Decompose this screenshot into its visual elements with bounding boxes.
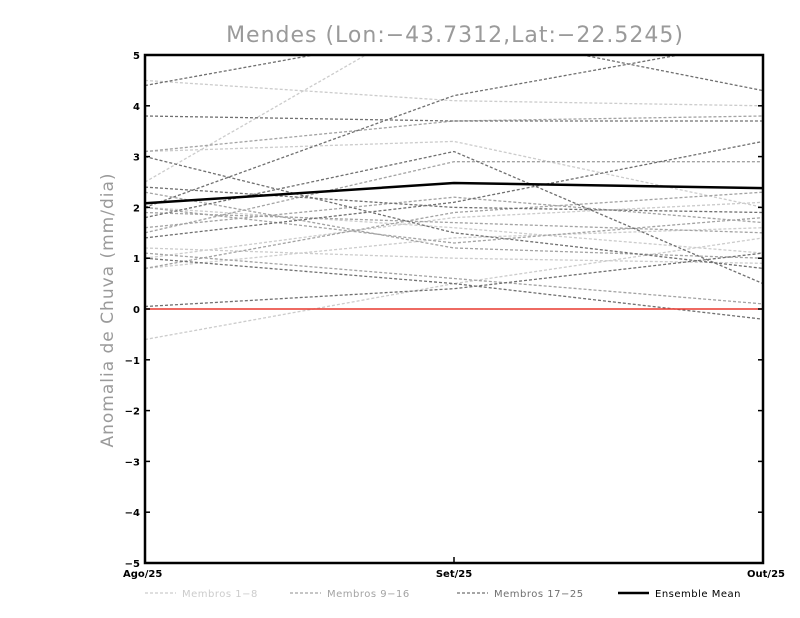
- series-line-member-22: [145, 140, 763, 239]
- y-tick-label: 3: [133, 153, 140, 164]
- series-line-member-23: [145, 155, 763, 270]
- y-tick-label: 5: [133, 51, 140, 62]
- x-tick-label: Set/25: [436, 569, 472, 580]
- series-line-member-24: [145, 257, 763, 320]
- series-layer: [145, 55, 763, 341]
- y-tick-label: 1: [133, 254, 140, 265]
- series-line-member-18: [145, 115, 763, 122]
- y-ticks: 5 4 3 2 1 0 −1 −2 −3 −4 −5: [125, 51, 763, 570]
- y-tick-label: 4: [133, 102, 140, 113]
- y-tick-label: 0: [133, 305, 140, 316]
- series-line-member-4: [145, 201, 763, 259]
- series-line-member-2: [145, 79, 763, 107]
- y-tick-label: −4: [125, 508, 140, 519]
- x-ticks: Ago/25 Set/25 Out/25: [123, 557, 785, 580]
- ensemble-mean-line: [145, 181, 763, 205]
- series-line-member-11: [145, 115, 763, 153]
- series-line-member-19: [145, 186, 763, 214]
- series-line-member-15: [145, 161, 763, 234]
- legend-label: Membros 9−16: [327, 589, 410, 600]
- series-line-member-13: [145, 211, 763, 234]
- series-line-member-14: [145, 191, 763, 259]
- x-tick-label: Ago/25: [123, 569, 162, 580]
- series-line-member-9: [145, 191, 763, 270]
- y-tick-label: −3: [125, 457, 140, 468]
- series-line-member-8: [145, 206, 763, 254]
- y-tick-label: 2: [133, 203, 140, 214]
- chart-title: Mendes (Lon:−43.7312,Lat:−22.5245): [226, 23, 684, 48]
- legend-label: Ensemble Mean: [655, 589, 741, 600]
- y-tick-label: −1: [125, 356, 140, 367]
- series-line-member-6: [145, 227, 763, 270]
- series-line-member-7: [145, 247, 763, 264]
- series-line-member-21: [145, 252, 763, 308]
- legend-label: Membros 17−25: [494, 589, 584, 600]
- series-line-member-25: [145, 55, 683, 209]
- y-axis-label: Anomalia de Chuva (mm/dia): [98, 172, 118, 447]
- series-line-member-5: [145, 237, 763, 341]
- legend: Membros 1−8 Membros 9−16 Membros 17−25 Ense…: [145, 589, 741, 600]
- series-line-member-16: [145, 206, 763, 244]
- x-tick-label: Out/25: [747, 569, 785, 580]
- ensemble-layer: [145, 181, 763, 205]
- y-tick-label: −2: [125, 407, 140, 418]
- series-line-member-10: [145, 196, 763, 229]
- legend-label: Membros 1−8: [182, 589, 258, 600]
- y-tick-label: −5: [125, 559, 140, 570]
- series-line-member-12: [145, 252, 763, 305]
